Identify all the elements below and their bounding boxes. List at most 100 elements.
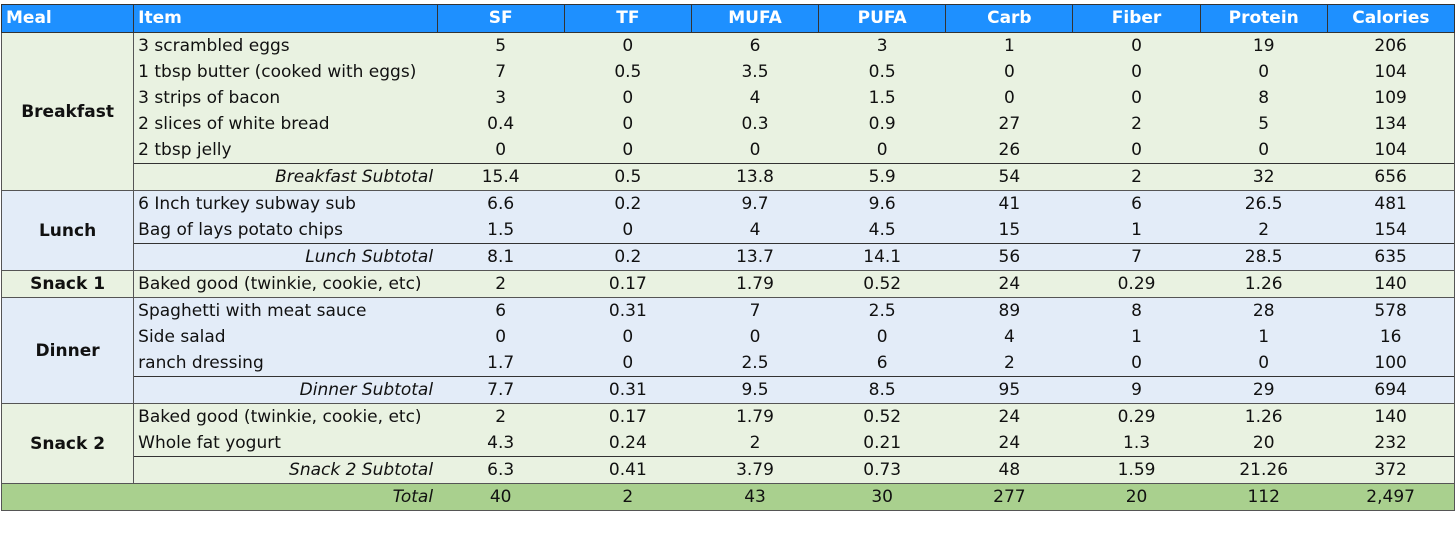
value-cell: 1: [1072, 217, 1201, 244]
value-cell: 0: [1072, 32, 1201, 59]
subtotal-value: 656: [1327, 163, 1456, 191]
subtotal-value: 15.4: [437, 163, 565, 191]
header-pufa: PUFA: [818, 4, 947, 33]
total-value: 20: [1072, 483, 1201, 511]
value-cell: 26: [945, 137, 1073, 164]
subtotal-value: 1.59: [1072, 456, 1201, 484]
value-cell: 0: [1072, 59, 1201, 85]
meal-name: Snack 1: [0, 270, 135, 298]
value-cell: 4.5: [818, 217, 946, 244]
subtotal-value: 6.3: [437, 456, 565, 484]
value-cell: 104: [1327, 137, 1456, 164]
value-cell: 3: [437, 85, 565, 111]
subtotal-value: 54: [945, 163, 1073, 191]
subtotal-label: Lunch Subtotal: [133, 243, 438, 271]
header-calories: Calories: [1326, 4, 1456, 33]
value-cell: 1.7: [437, 350, 565, 377]
value-cell: 0.9: [818, 111, 946, 137]
total-label: Total: [133, 483, 438, 511]
item-name: Side salad: [133, 324, 438, 350]
meal-name: Snack 2: [0, 403, 135, 484]
total-value: 277: [945, 483, 1073, 511]
value-cell: 206: [1327, 32, 1456, 59]
value-cell: 0: [945, 59, 1073, 85]
value-cell: 0: [437, 324, 565, 350]
subtotal-value: 0.31: [564, 376, 692, 404]
value-cell: 0.5: [564, 59, 692, 85]
table-row: 3 strips of bacon 3 0 4 1.5 0 0 8 109: [2, 85, 1456, 111]
value-cell: 140: [1327, 403, 1456, 430]
value-cell: 0: [1072, 137, 1201, 164]
subtotal-row: Lunch Subtotal 8.1 0.2 13.7 14.1 56 7 28.5 635: [2, 243, 1456, 271]
table-row: Bag of lays potato chips 1.5 0 4 4.5 15 1 2 154: [2, 217, 1456, 244]
value-cell: 0: [1200, 59, 1328, 85]
subtotal-value: 2: [1072, 163, 1201, 191]
subtotal-value: 372: [1327, 456, 1456, 484]
value-cell: 578: [1327, 297, 1456, 324]
value-cell: 6.6: [437, 190, 565, 217]
value-cell: 8: [1200, 85, 1328, 111]
value-cell: 0.24: [564, 430, 692, 457]
subtotal-value: 8.1: [437, 243, 565, 271]
subtotal-value: 13.7: [691, 243, 819, 271]
value-cell: 0.31: [564, 297, 692, 324]
value-cell: 9.7: [691, 190, 819, 217]
value-cell: 28: [1200, 297, 1328, 324]
subtotal-label: Snack 2 Subtotal: [133, 456, 438, 484]
value-cell: 89: [945, 297, 1073, 324]
value-cell: 0.2: [564, 190, 692, 217]
value-cell: 24: [945, 430, 1073, 457]
value-cell: 7: [437, 59, 565, 85]
value-cell: 0: [564, 32, 692, 59]
value-cell: 6: [437, 297, 565, 324]
subtotal-value: 13.8: [691, 163, 819, 191]
item-name: 2 tbsp jelly: [133, 137, 438, 164]
subtotal-value: 48: [945, 456, 1073, 484]
subtotal-value: 29: [1200, 376, 1328, 404]
subtotal-value: 7.7: [437, 376, 565, 404]
value-cell: 1.79: [691, 403, 819, 430]
item-name: Baked good (twinkie, cookie, etc): [133, 270, 438, 298]
value-cell: 0: [564, 324, 692, 350]
value-cell: 104: [1327, 59, 1456, 85]
table-row: Side salad 0 0 0 0 4 1 1 16: [2, 324, 1456, 350]
value-cell: 2: [691, 430, 819, 457]
subtotal-value: 694: [1327, 376, 1456, 404]
meal-name: Dinner: [0, 297, 135, 404]
table-row: Snack 1 Baked good (twinkie, cookie, etc)…: [0, 270, 1456, 298]
item-name: ranch dressing: [133, 350, 438, 377]
subtotal-value: 9: [1072, 376, 1201, 404]
value-cell: 0.52: [818, 270, 946, 298]
table-row: Breakfast 3 scrambled eggs 5 0 6 3 1 0 19 206: [0, 32, 1456, 191]
value-cell: 3: [818, 32, 946, 59]
table-row: 1 tbsp butter (cooked with eggs) 7 0.5 3.5 0…: [2, 59, 1456, 85]
value-cell: 0: [691, 324, 819, 350]
value-cell: 2: [437, 270, 565, 298]
item-name: Baked good (twinkie, cookie, etc): [133, 403, 438, 430]
total-value: 40: [437, 483, 565, 511]
value-cell: 0: [945, 85, 1073, 111]
table-body: Breakfast 3 scrambled eggs 5 0 6 3 1 0 19 206 1 tb…: [0, 32, 1456, 511]
total-spacer: [0, 483, 134, 511]
value-cell: 4: [691, 85, 819, 111]
value-cell: 0: [564, 85, 692, 111]
value-cell: 140: [1327, 270, 1456, 298]
value-cell: 4: [691, 217, 819, 244]
subtotal-value: 32: [1200, 163, 1328, 191]
value-cell: 26.5: [1200, 190, 1328, 217]
header-sf: SF: [436, 4, 565, 33]
value-cell: 2: [437, 403, 565, 430]
value-cell: 0: [1200, 137, 1328, 164]
value-cell: 1: [1200, 324, 1328, 350]
item-name: Spaghetti with meat sauce: [133, 297, 438, 324]
value-cell: 6: [691, 32, 819, 59]
total-value: 112: [1200, 483, 1328, 511]
value-cell: 7: [691, 297, 819, 324]
header-fiber: Fiber: [1072, 4, 1201, 33]
value-cell: 100: [1327, 350, 1456, 377]
value-cell: 0: [691, 137, 819, 164]
subtotal-value: 14.1: [818, 243, 946, 271]
subtotal-value: 8.5: [818, 376, 946, 404]
value-cell: 232: [1327, 430, 1456, 457]
value-cell: 0: [564, 217, 692, 244]
